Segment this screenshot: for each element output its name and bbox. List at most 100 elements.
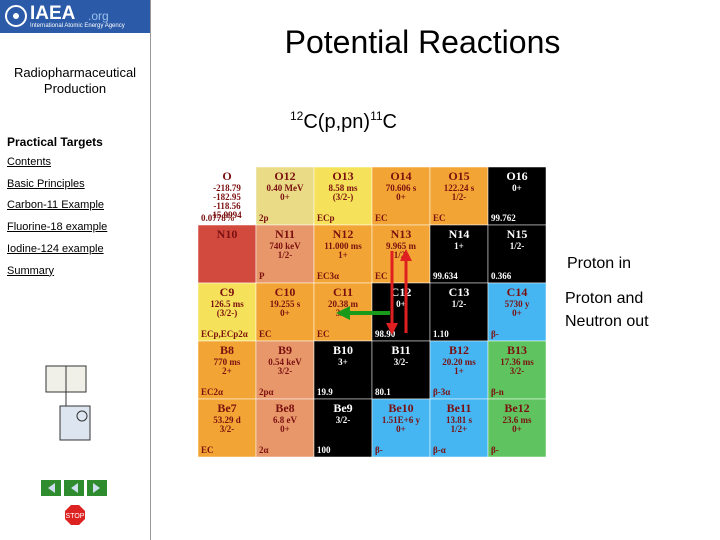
nuclide-info: 0.40 MeV	[267, 183, 304, 193]
nuclide-info: EC	[201, 445, 214, 455]
nuclide-info: β-n	[491, 387, 504, 397]
nuclide-name: N11	[275, 227, 295, 241]
nuclide-info: 19.255 s	[270, 299, 301, 309]
nav-link[interactable]: Fluorine-18 example	[7, 221, 108, 234]
nuclide-name: O12	[274, 169, 295, 183]
nuclide-info: (3/2-)	[217, 308, 238, 318]
stop-label: STOP	[66, 513, 85, 520]
nuclide-name: Be12	[504, 401, 529, 415]
nuclide-name: N13	[391, 227, 412, 241]
nuclide-name: N14	[449, 227, 470, 241]
icons	[45, 365, 91, 441]
nuclide-name: O	[222, 169, 231, 183]
mass-out: 11	[370, 109, 383, 123]
logo-suffix: .org	[88, 9, 109, 23]
nuclide-cell	[255, 282, 315, 342]
nuclide-info: 122.24 s	[444, 183, 475, 193]
nuclide-name: Be10	[388, 401, 413, 415]
nuclide-name: B13	[507, 343, 527, 357]
nuclide-info: 126.5 ms	[210, 299, 244, 309]
nuclide-name: N12	[333, 227, 354, 241]
nuclide-info: 3/2-	[220, 424, 235, 434]
nuclide-info: 80.1	[375, 387, 391, 397]
reaction: 12C(p,pn)11C	[290, 109, 397, 133]
stop-button[interactable]	[65, 505, 85, 525]
product: C	[383, 111, 397, 133]
nuclide-info: EC	[433, 213, 446, 223]
nav-link[interactable]: Summary	[7, 264, 55, 277]
nuclide-info: β-	[491, 329, 499, 339]
nuclide-info: -182.95	[213, 192, 241, 202]
nuclide-cell	[198, 167, 257, 226]
nuclide-cell	[429, 224, 489, 284]
nuclide-cell	[487, 340, 546, 400]
nuclide-info: 1+	[338, 250, 348, 260]
nuclide-cell	[487, 398, 546, 458]
nuclide-cell	[313, 340, 373, 400]
nuclide-info: P	[259, 271, 265, 281]
nuclide-info: (3/2-)	[333, 192, 354, 202]
nuclide-info: 3/2-	[510, 366, 525, 376]
arrows	[336, 249, 412, 335]
nuclide-info: 15.9994	[212, 210, 242, 220]
nuclide-info: 11.000 ms	[324, 241, 362, 251]
nuclide-info: 2α	[259, 445, 269, 455]
nuclide-info: 0+	[280, 308, 290, 318]
nuclide-name: C10	[275, 285, 296, 299]
nuclide-cell	[313, 224, 373, 284]
nuclide-info: 0.0778%	[201, 213, 235, 223]
title: Potential Reactions	[284, 24, 561, 60]
nuclide-info: 1/2-	[278, 250, 293, 260]
nuclide-info: 1+	[454, 241, 464, 251]
nuclide-info: ECp	[317, 213, 335, 223]
nuclide-info: 0+	[280, 424, 290, 434]
nuclide-cell	[371, 224, 431, 284]
nuclide-info: β-	[491, 445, 499, 455]
nuclide-info: 1/2+	[451, 424, 468, 434]
nuclide-info: 0.366	[491, 271, 512, 281]
nuclide-name: Be7	[217, 401, 236, 415]
nuclide-name: B10	[333, 343, 353, 357]
nuclide-cell	[487, 282, 546, 342]
nuclide-info: 99.634	[433, 271, 458, 281]
nuclide-info: 8.58 ms	[329, 183, 358, 193]
nuclide-cell	[198, 398, 257, 458]
nuclide-name: O13	[332, 169, 353, 183]
nuclide-info: 2p	[259, 213, 269, 223]
nuclide-info: 0+	[512, 424, 522, 434]
nuclide-name: N10	[217, 227, 238, 241]
nuclide-info: 20.38 m	[328, 299, 359, 309]
nuclide-name: C14	[507, 285, 528, 299]
svg-text:12C(p,pn)11C: 12C(p,pn)11C	[290, 109, 397, 133]
nuclide-info: 17.36 ms	[500, 357, 534, 367]
nav-link[interactable]: Basic Principles	[7, 177, 85, 190]
logo-text: IAEA	[30, 3, 76, 24]
mass-in: 12	[290, 109, 304, 123]
nuclide-info: 70.606 s	[386, 183, 417, 193]
nuclide-name: C9	[220, 285, 235, 299]
nuclide-info: 0+	[396, 424, 406, 434]
nuclide-info: 3/2-	[394, 357, 409, 367]
nuclide-info: EC2α	[201, 387, 223, 397]
nuclide-info: β-α	[433, 445, 446, 455]
nuclide-info: 20.20 ms	[442, 357, 476, 367]
nuclide-cell	[198, 282, 257, 342]
nuclide-info: 3/2-	[336, 415, 351, 425]
nuclide-info: 98.90	[375, 329, 396, 339]
nuclide-info: 9.965 m	[386, 241, 417, 251]
nuclide-name: B9	[278, 343, 292, 357]
nuclide-cell	[198, 340, 257, 400]
nuclide-info: 0+	[280, 192, 290, 202]
nav-link[interactable]: Iodine-124 example	[7, 242, 104, 255]
nav-link[interactable]: Carbon-11 Example	[7, 199, 105, 212]
nuclide-name: O16	[506, 169, 527, 183]
nuclide-name: C13	[449, 285, 470, 299]
nuclide-info: EC	[259, 329, 272, 339]
nav-link[interactable]: Contents	[7, 156, 52, 168]
nuclide-name: C11	[333, 285, 353, 299]
nuclide-name: B8	[220, 343, 234, 357]
nuclide-info: 3/2-	[278, 366, 293, 376]
nuclide-name: O15	[448, 169, 469, 183]
annotation-out: Proton and Neutron out	[565, 290, 649, 330]
nuclide-info: 0.54 keV	[268, 357, 302, 367]
